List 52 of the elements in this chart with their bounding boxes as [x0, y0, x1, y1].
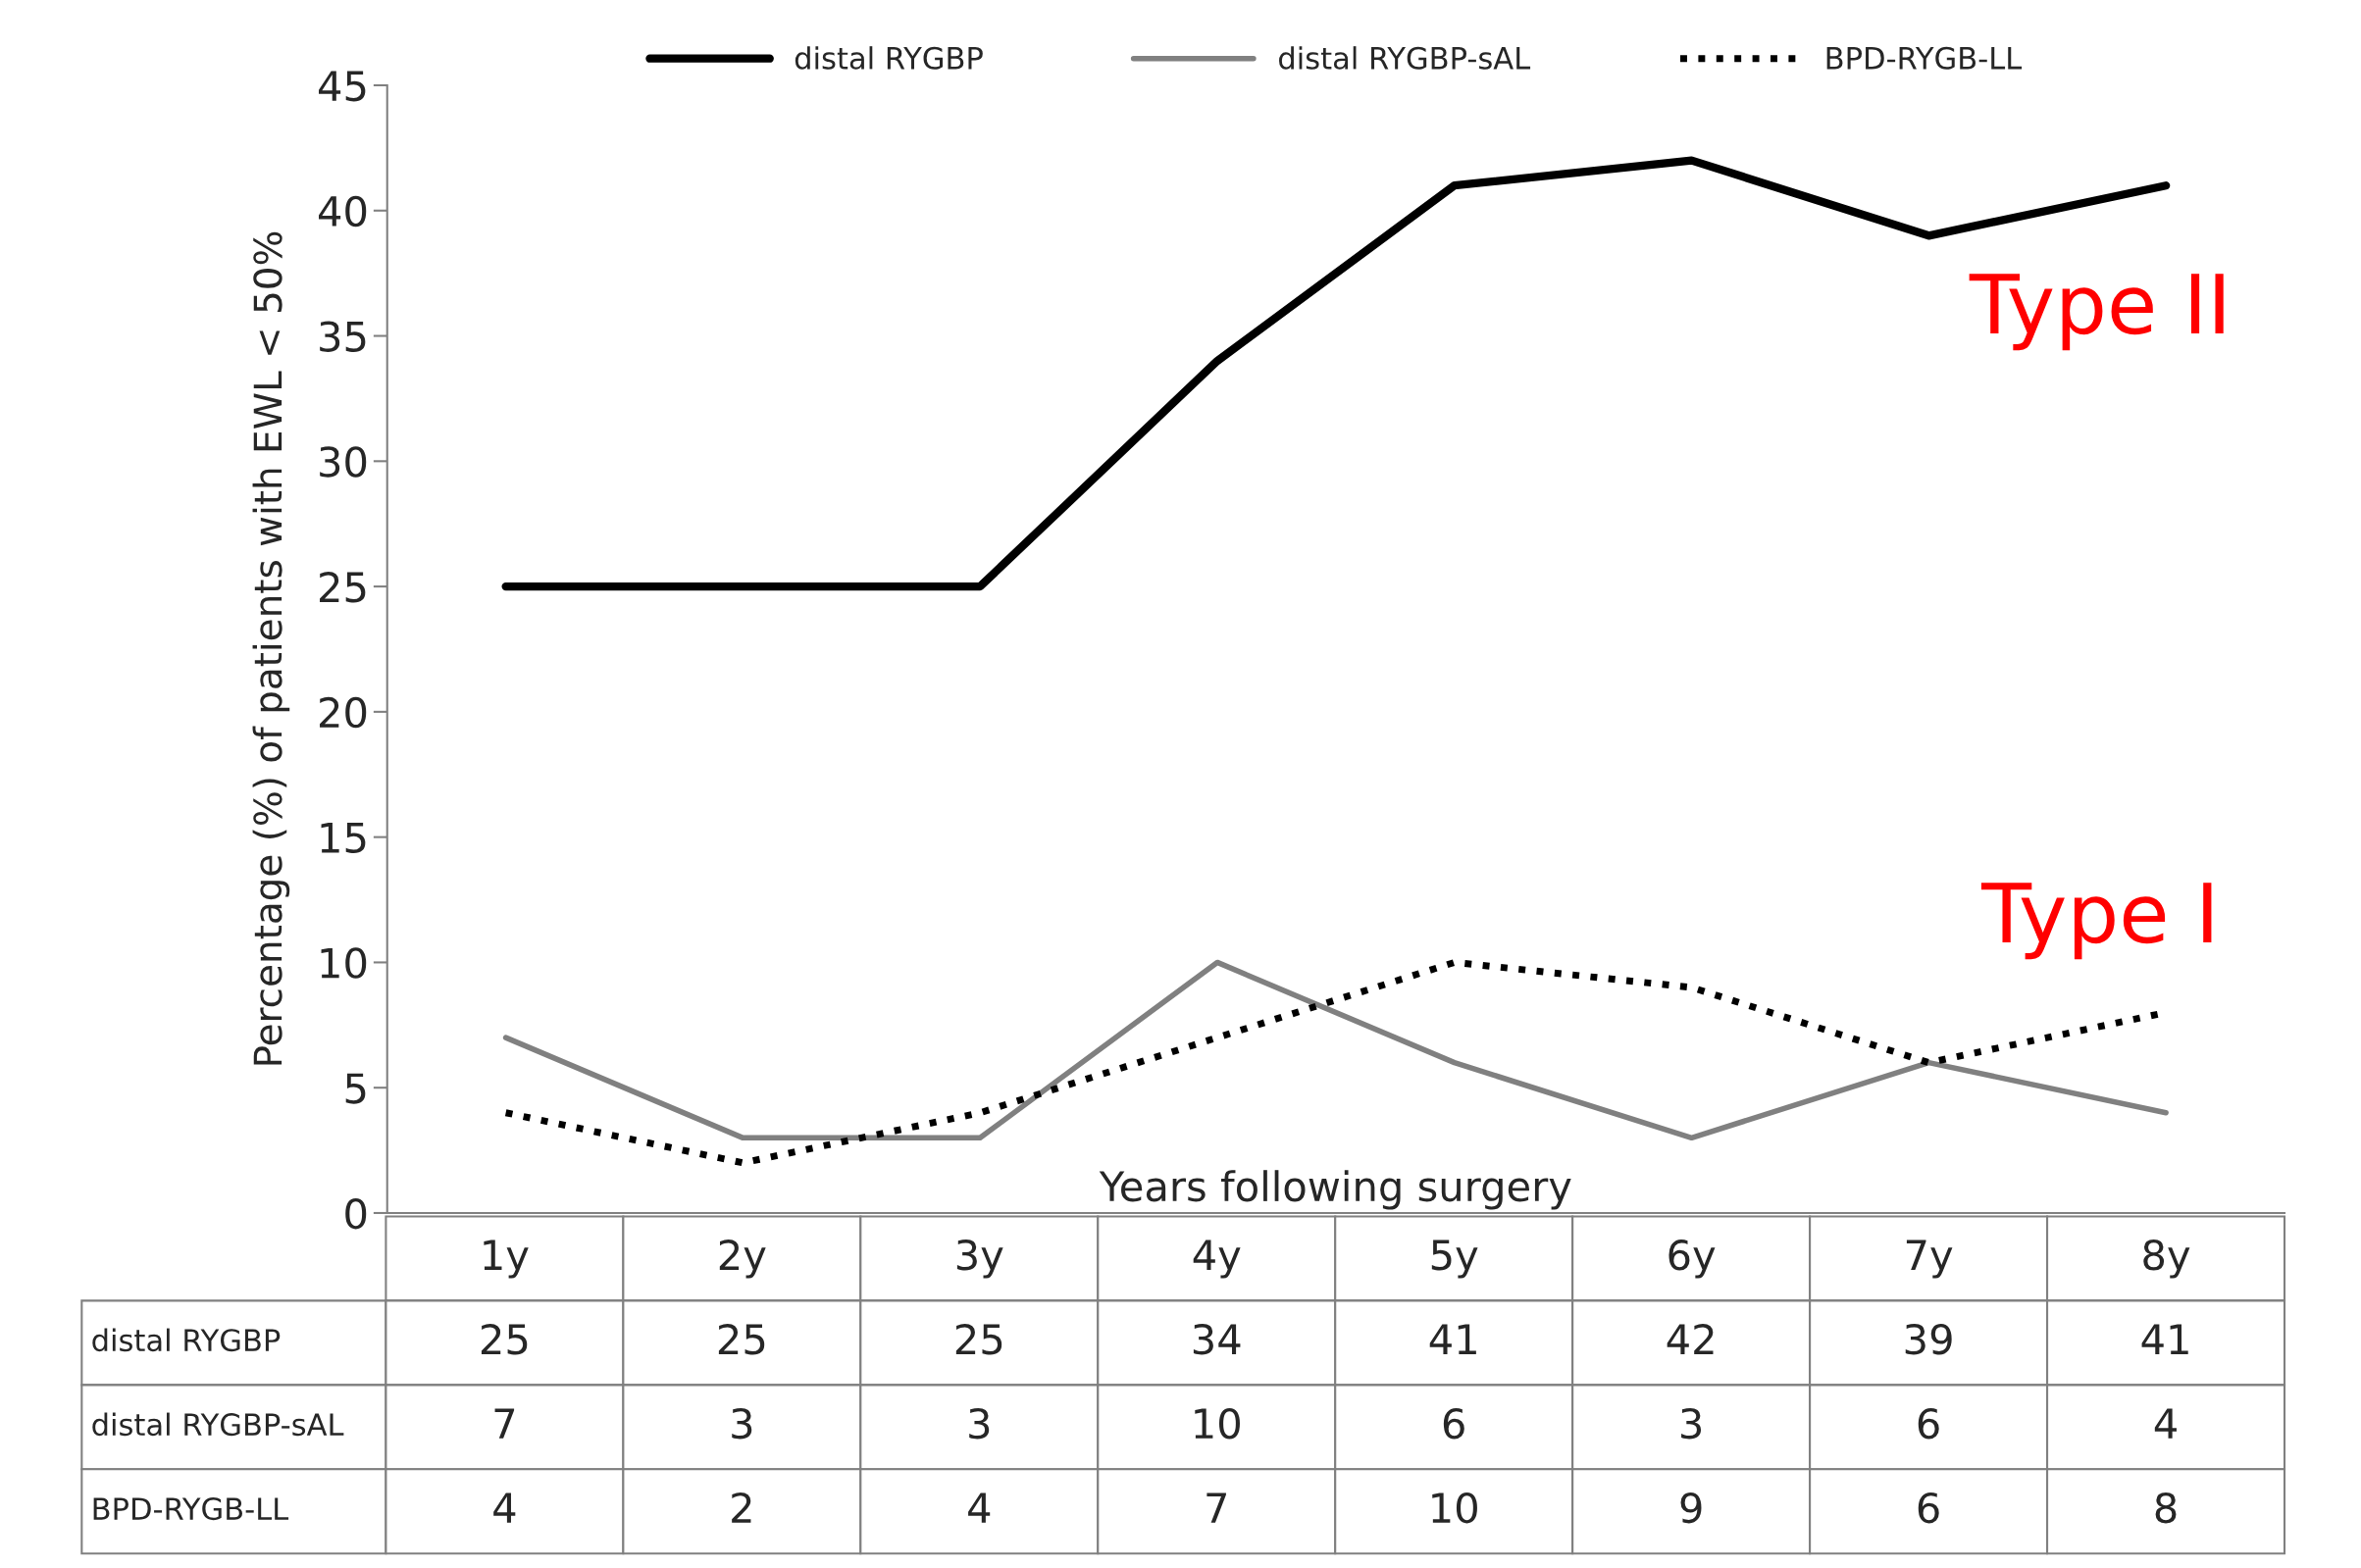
data-label: 6 — [1918, 1407, 1939, 1440]
text: distal RYGBP — [92, 1328, 281, 1352]
x-tick-label: 3y — [956, 1239, 1003, 1279]
y-tick-label: 0 — [345, 1197, 367, 1230]
data-label: 25 — [718, 1323, 765, 1355]
x-tick-label: 5y — [1431, 1239, 1478, 1279]
y-tick-label: 35 — [320, 321, 366, 352]
annotation: Type II — [1969, 274, 2224, 351]
legend-label: BPD-RYGB-LL — [1826, 46, 2023, 70]
data-label: 7 — [1206, 1492, 1226, 1523]
x-tick-label: 4y — [1193, 1239, 1241, 1279]
y-tick-label: 10 — [321, 947, 367, 979]
y-tick-label: 30 — [320, 446, 367, 478]
y-tick-label: 45 — [319, 71, 366, 102]
data-label: 3 — [732, 1407, 752, 1440]
data-label: 6 — [1443, 1407, 1464, 1440]
annotation: Type I — [1980, 883, 2212, 960]
x-tick-label: 6y — [1668, 1239, 1716, 1279]
data-label: 2 — [732, 1492, 751, 1523]
data-label: 3 — [1681, 1407, 1702, 1440]
text: distal RYGBP-sAL — [92, 1412, 344, 1437]
legend-label: distal RYGBP — [795, 46, 983, 70]
y-axis-title: Percentage (%) of patients with EWL < 50% — [252, 231, 290, 1065]
data-label: 9 — [1680, 1492, 1702, 1524]
data-label: 4 — [493, 1492, 516, 1523]
y-tick-label: 40 — [319, 195, 367, 228]
x-tick-label: 8y — [2143, 1239, 2190, 1279]
data-label: 41 — [2141, 1324, 2188, 1354]
text: BPD-RYGB-LL — [93, 1497, 289, 1521]
data-label: 6 — [1918, 1492, 1939, 1524]
data-label: 4 — [2154, 1408, 2177, 1439]
y-tick-label: 25 — [320, 572, 366, 603]
legend-label: distal RYGBP-sAL — [1279, 46, 1531, 70]
data-label: 7 — [494, 1408, 515, 1439]
data-label: 3 — [969, 1407, 990, 1440]
data-label: 4 — [968, 1492, 991, 1523]
x-tick-label: 1y — [484, 1239, 529, 1279]
data-label: 34 — [1193, 1323, 1241, 1355]
x-tick-label: 2y — [719, 1239, 766, 1279]
data-label: 8 — [2155, 1492, 2177, 1524]
data-label: 25 — [481, 1323, 528, 1355]
x-tick-label: 7y — [1906, 1239, 1953, 1279]
y-tick-label: 15 — [321, 823, 366, 854]
data-label: 42 — [1667, 1323, 1714, 1354]
y-tick-label: 20 — [320, 696, 367, 729]
data-label: 10 — [1195, 1407, 1240, 1440]
data-label: 39 — [1905, 1323, 1952, 1355]
x-axis-title: Years following surgery — [1099, 1170, 1571, 1210]
data-label: 25 — [955, 1323, 1002, 1355]
data-label: 41 — [1429, 1324, 1476, 1354]
data-label: 10 — [1432, 1492, 1477, 1524]
y-tick-label: 5 — [345, 1073, 366, 1104]
